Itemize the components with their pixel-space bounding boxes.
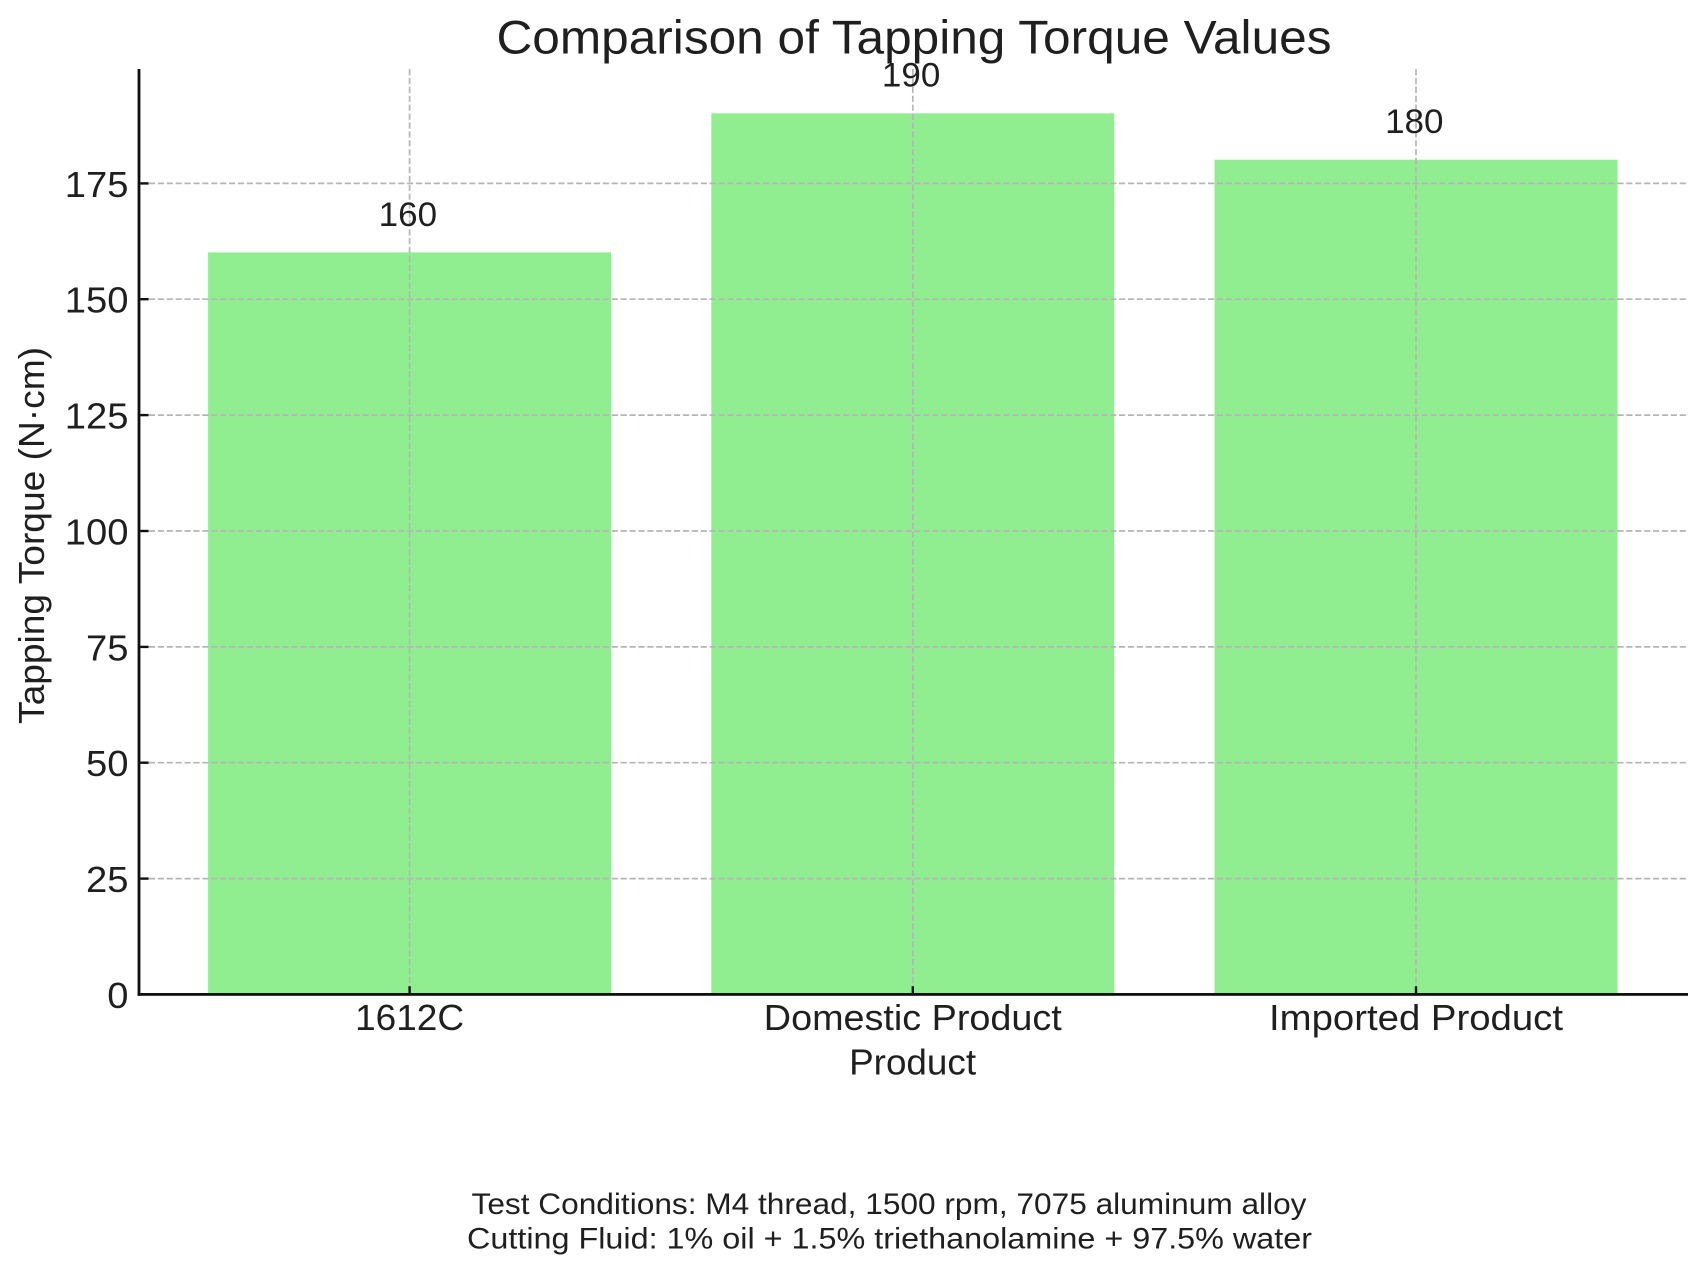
svg-text:Test Conditions: M4 thread, 15: Test Conditions: M4 thread, 1500 rpm, 70…	[472, 1188, 1307, 1221]
svg-text:Tapping Torque (N·cm): Tapping Torque (N·cm)	[11, 347, 52, 724]
svg-text:150: 150	[65, 280, 129, 321]
svg-text:1612C: 1612C	[355, 997, 464, 1038]
svg-text:175: 175	[65, 164, 129, 205]
svg-text:Comparison of Tapping Torque V: Comparison of Tapping Torque Values	[497, 11, 1332, 64]
svg-text:100: 100	[65, 511, 129, 552]
svg-text:50: 50	[86, 743, 129, 784]
svg-text:Imported Product: Imported Product	[1269, 997, 1563, 1038]
svg-text:190: 190	[882, 57, 940, 95]
svg-text:Domestic Product: Domestic Product	[764, 997, 1062, 1038]
svg-text:Product: Product	[849, 1041, 976, 1082]
svg-text:0: 0	[107, 975, 128, 1016]
svg-text:75: 75	[86, 627, 129, 668]
svg-text:125: 125	[65, 396, 129, 437]
svg-text:Cutting Fluid: 1% oil + 1.5% t: Cutting Fluid: 1% oil + 1.5% triethanola…	[467, 1222, 1312, 1255]
svg-text:180: 180	[1385, 103, 1443, 141]
svg-text:25: 25	[86, 859, 129, 900]
svg-text:160: 160	[379, 196, 437, 234]
